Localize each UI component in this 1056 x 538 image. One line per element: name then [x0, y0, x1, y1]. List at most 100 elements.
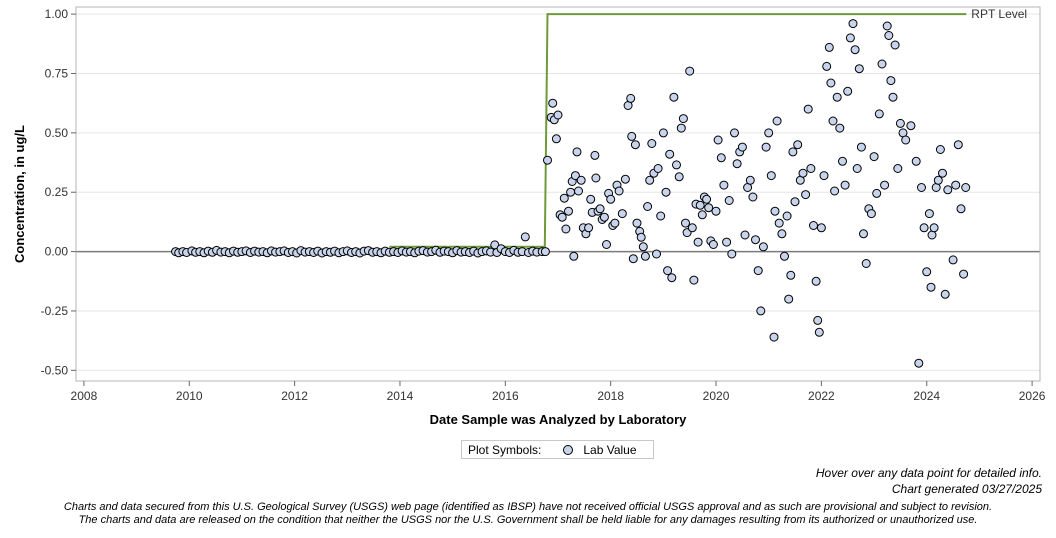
lab-value-point[interactable]	[882, 21, 892, 31]
lab-value-point[interactable]	[866, 209, 876, 219]
lab-value-point[interactable]	[614, 186, 624, 196]
lab-value-point[interactable]	[919, 223, 929, 233]
lab-value-point[interactable]	[843, 86, 853, 96]
lab-value-point[interactable]	[893, 164, 903, 173]
lab-value-point[interactable]	[661, 187, 671, 197]
lab-value-point[interactable]	[606, 194, 616, 204]
lab-value-point[interactable]	[591, 173, 601, 183]
lab-value-point[interactable]	[761, 142, 771, 152]
lab-value-point[interactable]	[653, 164, 663, 173]
lab-value-point[interactable]	[772, 116, 782, 126]
lab-value-point[interactable]	[874, 109, 884, 119]
lab-value-point[interactable]	[782, 211, 792, 221]
lab-value-point[interactable]	[669, 92, 679, 102]
lab-value-point[interactable]	[678, 114, 688, 124]
lab-value-point[interactable]	[769, 332, 779, 342]
lab-value-point[interactable]	[824, 42, 834, 52]
lab-value-point[interactable]	[636, 232, 646, 242]
lab-value-point[interactable]	[685, 66, 695, 76]
lab-value-point[interactable]	[665, 149, 675, 159]
lab-value-point[interactable]	[617, 209, 627, 219]
lab-value-point[interactable]	[938, 168, 947, 178]
lab-value-point[interactable]	[803, 104, 813, 114]
lab-value-point[interactable]	[674, 172, 684, 182]
lab-value-point[interactable]	[940, 289, 950, 299]
lab-value-point[interactable]	[561, 224, 571, 234]
lab-value-point[interactable]	[798, 168, 808, 178]
lab-value-point[interactable]	[667, 273, 677, 283]
lab-value-point[interactable]	[953, 140, 963, 150]
lab-value-point[interactable]	[929, 223, 939, 233]
lab-value-point[interactable]	[872, 188, 882, 198]
lab-value-point[interactable]	[724, 196, 734, 205]
lab-value-point[interactable]	[620, 174, 630, 184]
lab-value-point[interactable]	[708, 240, 718, 249]
lab-value-point[interactable]	[770, 206, 780, 216]
lab-value-point[interactable]	[828, 116, 838, 126]
lab-value-point[interactable]	[780, 251, 789, 261]
lab-value-point[interactable]	[933, 175, 943, 185]
lab-value-point[interactable]	[745, 175, 755, 185]
lab-value-point[interactable]	[586, 194, 596, 204]
lab-value-point[interactable]	[689, 275, 699, 285]
lab-value-point[interactable]	[884, 31, 894, 40]
lab-value-point[interactable]	[845, 33, 855, 43]
lab-value-point[interactable]	[948, 255, 958, 265]
lab-value-point[interactable]	[766, 171, 776, 181]
lab-value-point[interactable]	[730, 128, 739, 138]
lab-value-point[interactable]	[656, 211, 666, 221]
lab-value-point[interactable]	[914, 358, 924, 368]
lab-value-point[interactable]	[564, 206, 573, 216]
lab-value-point[interactable]	[832, 92, 842, 102]
lab-value-point[interactable]	[681, 218, 690, 228]
lab-value-point[interactable]	[854, 64, 864, 74]
lab-value-point[interactable]	[838, 156, 847, 166]
lab-value-point[interactable]	[959, 269, 969, 279]
lab-value-point[interactable]	[774, 218, 784, 228]
lab-value-point[interactable]	[814, 327, 824, 337]
lab-value-point[interactable]	[764, 128, 774, 138]
lab-value-point[interactable]	[658, 128, 668, 138]
lab-value-point[interactable]	[548, 98, 558, 108]
lab-value-point[interactable]	[906, 121, 916, 131]
lab-value-point[interactable]	[813, 315, 823, 325]
lab-value-point[interactable]	[901, 135, 911, 145]
lab-value-point[interactable]	[676, 123, 686, 133]
lab-value-point[interactable]	[806, 164, 816, 173]
lab-value-point[interactable]	[888, 92, 898, 102]
lab-value-point[interactable]	[559, 193, 569, 203]
lab-value-point[interactable]	[756, 306, 766, 316]
lab-value-point[interactable]	[917, 183, 926, 192]
lab-value-point[interactable]	[574, 186, 583, 196]
lab-value-point[interactable]	[848, 19, 858, 29]
lab-value-point[interactable]	[737, 142, 747, 152]
lab-value-point[interactable]	[809, 221, 818, 230]
lab-value-point[interactable]	[886, 76, 896, 86]
lab-value-point[interactable]	[788, 147, 798, 157]
lab-value-point[interactable]	[732, 159, 742, 169]
lab-value-point[interactable]	[557, 212, 567, 222]
lab-value-point[interactable]	[859, 229, 868, 239]
lab-value-point[interactable]	[869, 152, 879, 162]
lab-value-point[interactable]	[819, 171, 829, 181]
lab-value-point[interactable]	[645, 175, 655, 185]
lab-value-point[interactable]	[956, 204, 966, 214]
lab-value-point[interactable]	[748, 192, 758, 202]
lab-value-point[interactable]	[595, 204, 605, 214]
lab-value-point[interactable]	[727, 249, 737, 259]
lab-value-point[interactable]	[840, 180, 850, 190]
lab-value-point[interactable]	[599, 212, 609, 222]
lab-value-point[interactable]	[569, 251, 579, 261]
lab-value-point[interactable]	[640, 251, 650, 261]
lab-value-point[interactable]	[777, 229, 787, 239]
lab-value-point[interactable]	[895, 118, 905, 128]
lab-value-point[interactable]	[602, 240, 611, 249]
lab-value-point[interactable]	[638, 242, 648, 252]
lab-value-point[interactable]	[801, 190, 811, 200]
lab-value-point[interactable]	[572, 147, 582, 157]
lab-value-point[interactable]	[722, 237, 732, 247]
lab-value-point[interactable]	[628, 254, 638, 264]
lab-value-point[interactable]	[626, 93, 636, 103]
lab-value-point[interactable]	[826, 78, 836, 88]
lab-value-point[interactable]	[697, 210, 707, 220]
